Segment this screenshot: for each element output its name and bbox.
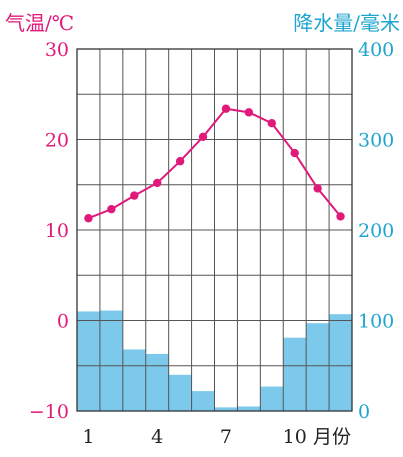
precip-bar-8 [237, 406, 261, 411]
left-tick-label: 0 [57, 311, 69, 333]
temp-point-9 [267, 119, 276, 128]
temp-point-8 [244, 108, 254, 117]
right-tick-label: 200 [358, 220, 394, 242]
precipitation-bars [77, 310, 352, 411]
right-tick-label: 100 [358, 311, 394, 333]
precip-bar-4 [145, 353, 169, 411]
temp-point-10 [290, 148, 299, 158]
temperature-polyline [88, 107, 342, 220]
left-tick-label: 10 [45, 220, 69, 242]
x-tick-label: 1 [82, 426, 94, 448]
temp-point-11 [313, 184, 322, 193]
precip-bar-6 [191, 391, 215, 411]
precip-bar-7 [214, 407, 238, 411]
temperature-line [84, 104, 345, 223]
left-tick-label: −10 [29, 401, 69, 423]
x-tick-label: 4 [151, 426, 163, 448]
precip-bar-5 [168, 374, 192, 411]
temp-point-3 [130, 191, 139, 200]
right-tick-label: 400 [358, 39, 394, 61]
temp-point-6 [198, 132, 208, 141]
temp-point-12 [336, 212, 345, 221]
precip-bar-12 [329, 314, 352, 411]
left-tick-label: 20 [45, 130, 69, 152]
precip-bar-9 [260, 386, 284, 411]
grid [76, 48, 353, 412]
x-axis-unit-label: 月份 [313, 426, 351, 448]
right-axis-title: 降水量/毫米 [293, 11, 400, 35]
precip-bar-11 [306, 323, 330, 411]
x-tick-label: 10 [283, 426, 307, 448]
precip-bar-2 [99, 310, 123, 411]
temp-point-1 [84, 214, 93, 223]
temp-point-7 [221, 104, 231, 113]
precip-bar-1 [77, 311, 100, 411]
temp-point-5 [175, 157, 185, 166]
right-tick-label: 0 [358, 401, 370, 423]
plot-frame [76, 48, 353, 412]
left-tick-label: 30 [45, 39, 69, 61]
left-axis-title: 气温/℃ [5, 11, 74, 35]
right-tick-label: 300 [358, 130, 394, 152]
x-tick-label: 7 [220, 426, 232, 448]
temp-point-2 [107, 204, 116, 214]
precip-bar-10 [283, 337, 307, 411]
temp-point-4 [153, 178, 162, 188]
precip-bar-3 [122, 349, 146, 411]
